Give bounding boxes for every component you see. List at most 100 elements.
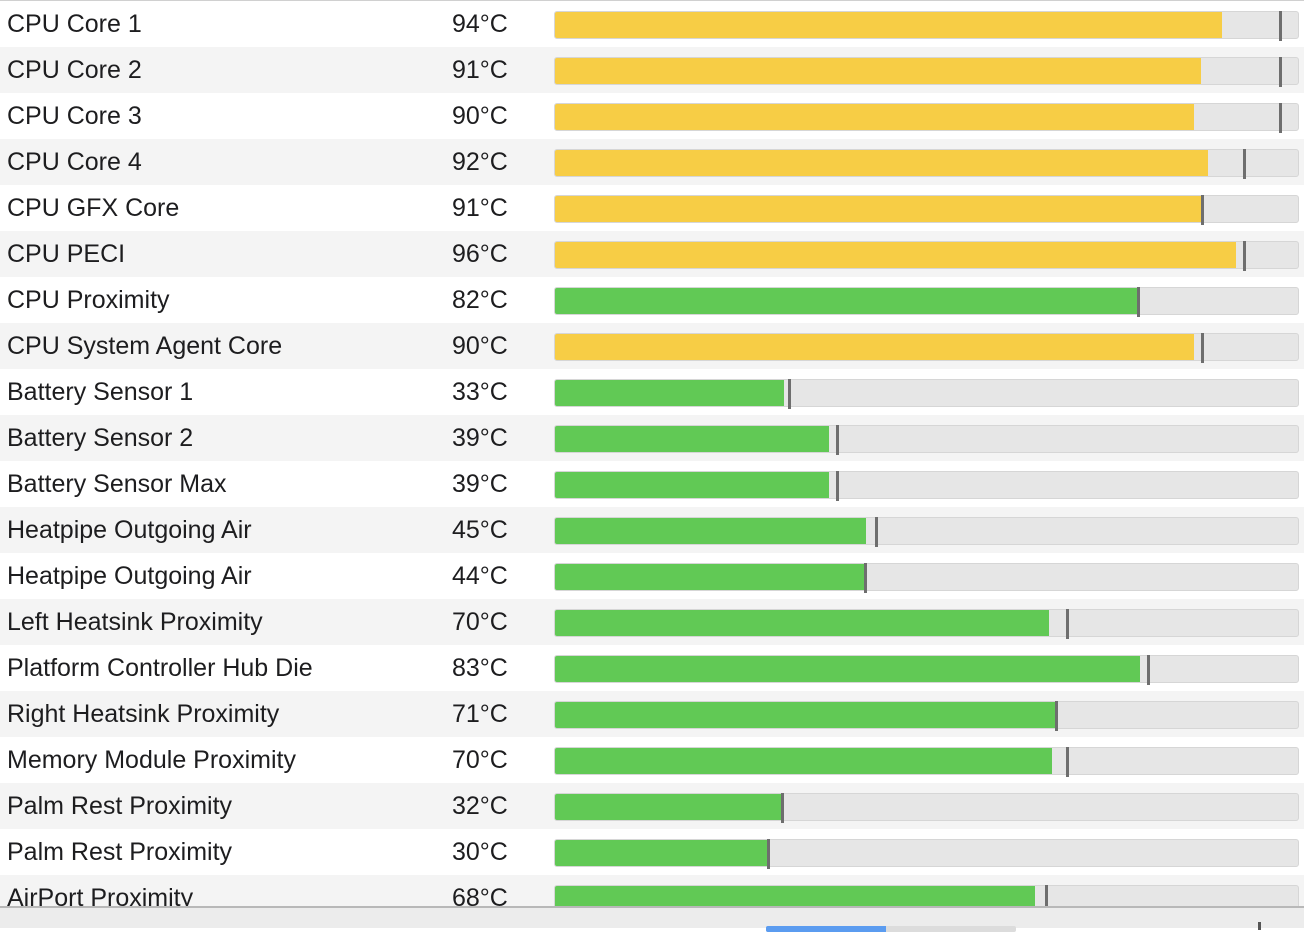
sensor-temperature: 68°C [452,884,508,906]
bottom-toolbar [0,906,1304,932]
sensor-name: CPU Core 3 [7,102,142,130]
sensor-row[interactable]: CPU Core 1 94°C [0,1,1304,47]
sensor-row[interactable]: Left Heatsink Proximity 70°C [0,599,1304,645]
sensor-row[interactable]: CPU Core 2 91°C [0,47,1304,93]
sensor-list[interactable]: CPU Core 1 94°C CPU Core 2 91°C CPU Core 3 90… [0,0,1304,906]
temperature-bar [554,425,1299,455]
sensor-name: Battery Sensor 2 [7,424,194,452]
sensor-row[interactable]: CPU PECI 96°C [0,231,1304,277]
temperature-bar-fill [555,610,1049,636]
sensor-name: CPU Core 2 [7,56,142,84]
sensor-row[interactable]: Platform Controller Hub Die 83°C [0,645,1304,691]
sensor-row[interactable]: AirPort Proximity 68°C [0,875,1304,906]
sensor-name: Memory Module Proximity [7,746,296,774]
temperature-bar-fill [555,702,1055,728]
sensor-row[interactable]: CPU Proximity 82°C [0,277,1304,323]
temperature-bar [554,793,1299,823]
peak-temperature-marker [1055,701,1058,731]
sensor-row[interactable]: CPU Core 4 92°C [0,139,1304,185]
peak-temperature-marker [1045,885,1048,906]
sensor-row[interactable]: CPU System Agent Core 90°C [0,323,1304,369]
sensor-temperature: 71°C [452,700,508,728]
sensor-row[interactable]: Palm Rest Proximity 30°C [0,829,1304,875]
sensor-temperature: 91°C [452,194,508,222]
peak-temperature-marker [1066,747,1069,777]
sensor-temperature: 44°C [452,562,508,590]
peak-temperature-marker [1137,287,1140,317]
temperature-bar [554,655,1299,685]
sensor-name: CPU System Agent Core [7,332,283,360]
sensor-temperature: 32°C [452,792,508,820]
temperature-bar-fill [555,12,1222,38]
sensor-name: CPU GFX Core [7,194,180,222]
sensor-name: CPU Core 4 [7,148,142,176]
temperature-bar [554,379,1299,409]
temperature-bar-fill [555,656,1140,682]
temperature-bar [554,149,1299,179]
sensor-temperature: 39°C [452,424,508,452]
selected-segment[interactable] [766,926,886,932]
sensor-row[interactable]: CPU GFX Core 91°C [0,185,1304,231]
sensor-row[interactable]: Palm Rest Proximity 32°C [0,783,1304,829]
peak-temperature-marker [1279,11,1282,41]
temperature-bar [554,103,1299,133]
temperature-bar-fill [555,288,1137,314]
temperature-bar-fill [555,334,1194,360]
peak-temperature-marker [1279,57,1282,87]
peak-temperature-marker [836,425,839,455]
sensor-row[interactable]: Battery Sensor Max 39°C [0,461,1304,507]
sensor-row[interactable]: CPU Core 3 90°C [0,93,1304,139]
peak-temperature-marker [864,563,867,593]
toolbar-handle-icon [1258,922,1261,930]
sensor-row[interactable]: Battery Sensor 1 33°C [0,369,1304,415]
sensor-temperature: 92°C [452,148,508,176]
sensor-name: Heatpipe Outgoing Air [7,516,252,544]
sensor-row[interactable]: Right Heatsink Proximity 71°C [0,691,1304,737]
temperature-bar [554,11,1299,41]
sensor-temperature: 96°C [452,240,508,268]
temperature-bar [554,195,1299,225]
sensor-temperature: 39°C [452,470,508,498]
sensor-temperature: 90°C [452,102,508,130]
sensor-name: Left Heatsink Proximity [7,608,263,636]
sensor-name: Platform Controller Hub Die [7,654,313,682]
temperature-bar [554,241,1299,271]
peak-temperature-marker [1201,333,1204,363]
temperature-bar-fill [555,58,1201,84]
sensor-name: CPU Core 1 [7,10,142,38]
temperature-bar-fill [555,472,829,498]
temperature-bar-fill [555,242,1236,268]
temperature-bar-fill [555,748,1052,774]
peak-temperature-marker [1279,103,1282,133]
sensor-temperature: 30°C [452,838,508,866]
sensor-row[interactable]: Memory Module Proximity 70°C [0,737,1304,783]
temperature-bar [554,609,1299,639]
sensor-name: Palm Rest Proximity [7,792,233,820]
sensor-temperature: 90°C [452,332,508,360]
temperature-bar-fill [555,380,784,406]
sensor-name: Battery Sensor Max [7,470,227,498]
sensor-temperature: 45°C [452,516,508,544]
sensor-name: Heatpipe Outgoing Air [7,562,252,590]
sensor-row[interactable]: Battery Sensor 2 39°C [0,415,1304,461]
sensor-temperature: 70°C [452,746,508,774]
view-segmented-control[interactable] [766,926,1016,932]
sensor-temperature: 70°C [452,608,508,636]
sensor-row[interactable]: Heatpipe Outgoing Air 45°C [0,507,1304,553]
temperature-bar-fill [555,104,1194,130]
temperature-bar-fill [555,886,1035,906]
peak-temperature-marker [1201,195,1204,225]
sensor-row[interactable]: Heatpipe Outgoing Air 44°C [0,553,1304,599]
peak-temperature-marker [781,793,784,823]
sensor-name: Battery Sensor 1 [7,378,194,406]
peak-temperature-marker [1243,149,1246,179]
sensor-name: Right Heatsink Proximity [7,700,280,728]
sensor-temperature: 91°C [452,56,508,84]
temperature-bar-fill [555,196,1201,222]
temperature-bar-fill [555,564,864,590]
sensor-temperature: 94°C [452,10,508,38]
temperature-bar [554,701,1299,731]
temperature-bar [554,885,1299,906]
temperature-bar-fill [555,150,1208,176]
sensor-name: CPU PECI [7,240,126,268]
